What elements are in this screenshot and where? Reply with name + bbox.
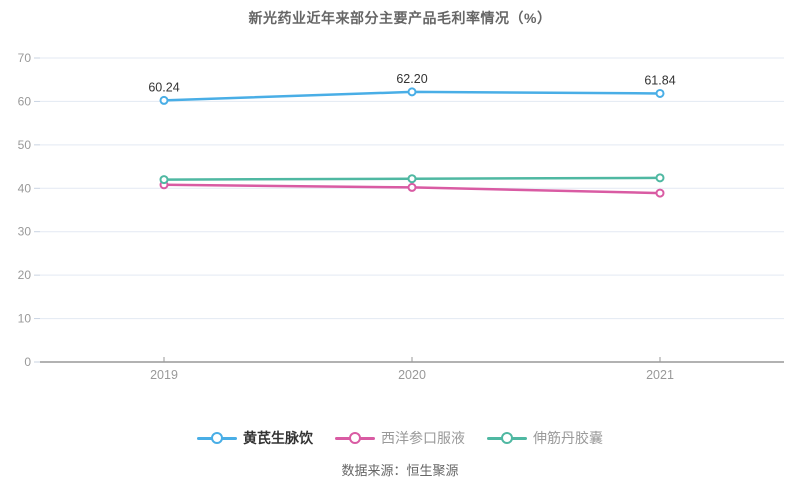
- legend-ring: [349, 432, 361, 444]
- y-axis-label: 20: [18, 268, 32, 282]
- x-axis-label: 2019: [150, 368, 178, 382]
- legend-item-西洋参口服液[interactable]: 西洋参口服液: [335, 428, 465, 448]
- data-point-label: 61.84: [644, 73, 675, 87]
- data-source-note: 数据来源：恒生聚源: [341, 463, 459, 478]
- data-point[interactable]: [407, 87, 417, 97]
- legend-label: 西洋参口服液: [381, 430, 465, 446]
- data-point[interactable]: [407, 174, 417, 184]
- line-marker-icon: [197, 431, 237, 445]
- y-axis-label: 0: [24, 355, 31, 369]
- legend-item-伸筋丹胶囊[interactable]: 伸筋丹胶囊: [487, 428, 603, 448]
- data-point[interactable]: [407, 182, 417, 192]
- x-axis-label: 2020: [398, 368, 426, 382]
- legend-label: 伸筋丹胶囊: [533, 430, 603, 446]
- data-point[interactable]: [655, 173, 665, 183]
- data-point[interactable]: [655, 188, 665, 198]
- data-point-label: 62.20: [396, 72, 427, 86]
- x-axis-label: 2021: [646, 368, 674, 382]
- data-point[interactable]: [159, 175, 169, 185]
- chart-canvas: 0 10 20 30 40 50 60 70 2019 2020 2021 60.24 62.20 61.…: [18, 51, 784, 382]
- chart-legend: 黄芪生脉饮 西洋参口服液 伸筋丹胶囊: [0, 428, 800, 448]
- y-axis-label: 30: [18, 225, 32, 239]
- data-point[interactable]: [159, 95, 169, 105]
- legend-ring: [211, 432, 223, 444]
- line-marker-icon: [335, 431, 375, 445]
- chart-title: 新光药业近年来部分主要产品毛利率情况（%）: [248, 10, 552, 26]
- data-point-label: 60.24: [148, 80, 179, 94]
- y-axis-label: 40: [18, 181, 32, 195]
- data-point[interactable]: [655, 88, 665, 98]
- y-axis-label: 50: [18, 138, 32, 152]
- y-axis-label: 10: [18, 312, 32, 326]
- legend-label: 黄芪生脉饮: [243, 430, 313, 446]
- legend-item-黄芪生脉饮[interactable]: 黄芪生脉饮: [197, 428, 313, 448]
- y-axis-label: 70: [18, 51, 32, 65]
- legend-ring: [501, 432, 513, 444]
- line-marker-icon: [487, 431, 527, 445]
- y-axis-label: 60: [18, 94, 32, 108]
